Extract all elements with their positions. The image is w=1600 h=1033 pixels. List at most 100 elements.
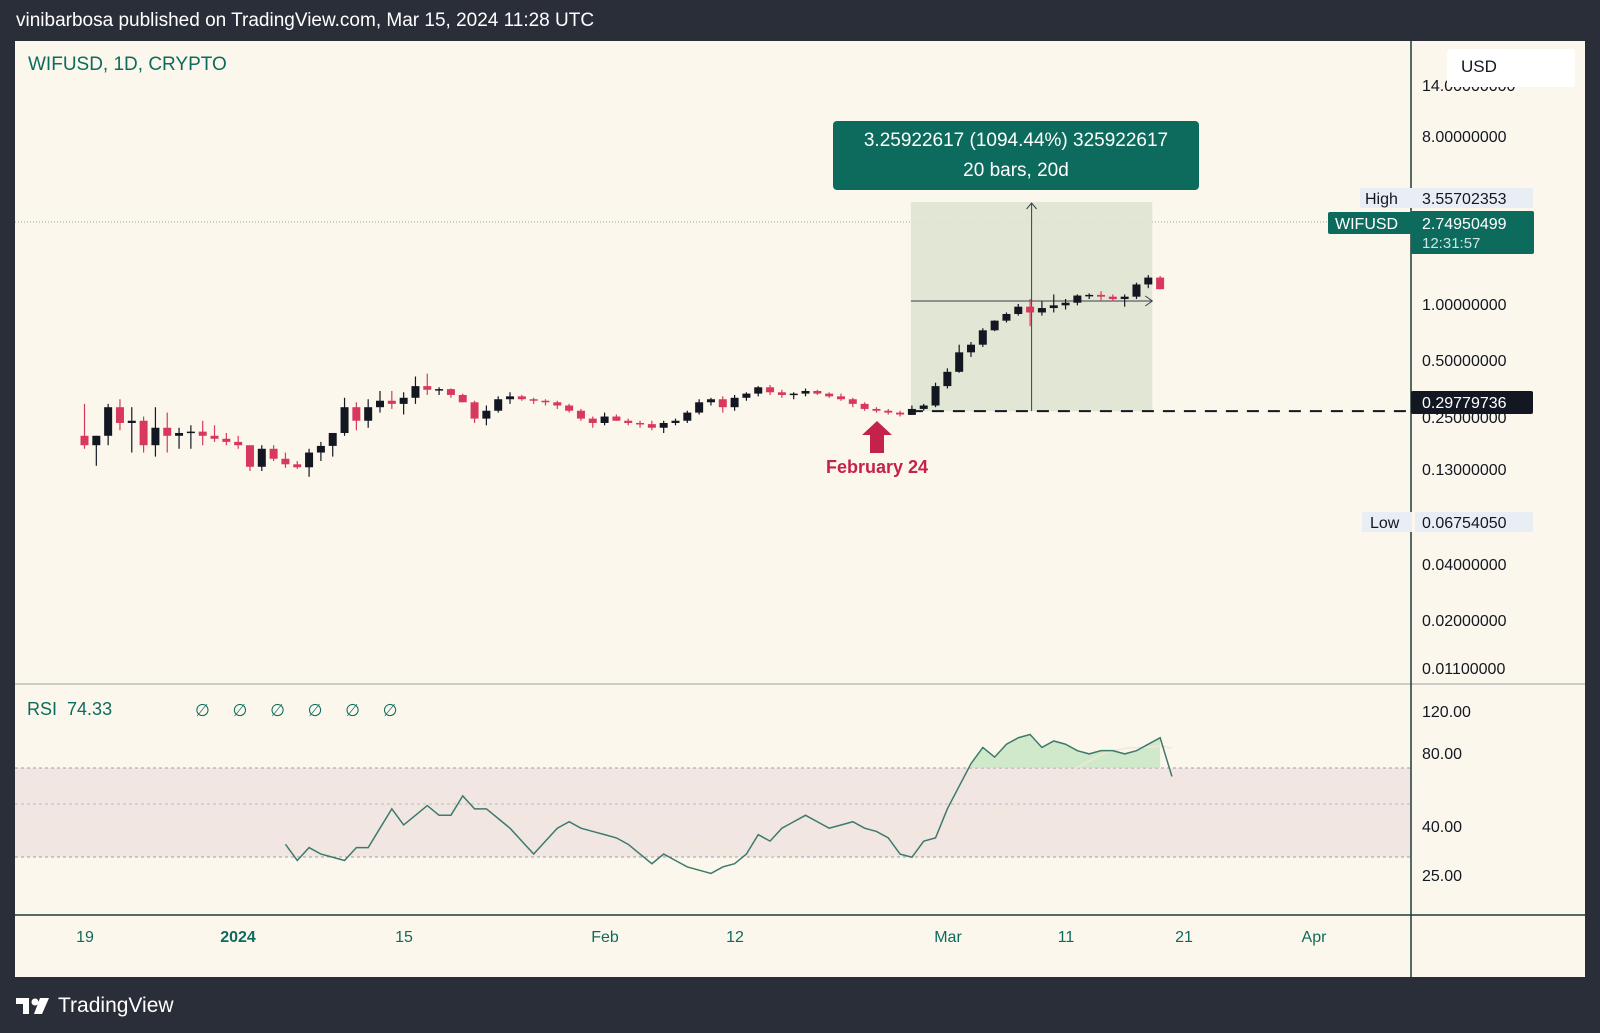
candle-body	[1073, 295, 1082, 303]
high-value-bg	[1415, 188, 1533, 208]
candle-body	[706, 399, 715, 403]
candle-body	[186, 431, 195, 434]
candle-body	[588, 418, 597, 423]
chart-title: WIFUSD, 1D, CRYPTO	[28, 54, 227, 75]
candle-body	[801, 390, 810, 394]
rsi-layer	[284, 733, 1173, 875]
time-tick-label: 21	[1175, 929, 1193, 946]
tradingview-logo-icon	[16, 998, 49, 1014]
candle-body	[1002, 314, 1011, 321]
last-price: 2.74950499	[1422, 216, 1507, 233]
candle-body	[813, 390, 822, 394]
candle-body	[718, 399, 727, 408]
measure-tooltip: 3.25922617 (1094.44%) 325922617 20 bars,…	[833, 121, 1199, 190]
candle-body	[872, 408, 881, 411]
candle-body	[576, 410, 585, 419]
candle-body	[352, 407, 361, 421]
candle-body	[848, 399, 857, 404]
candle-body	[754, 387, 763, 394]
candle-body	[376, 400, 384, 408]
candle-body	[907, 408, 916, 415]
countdown: 12:31:57	[1422, 235, 1480, 252]
candle-body	[1097, 294, 1106, 297]
candle-body	[139, 420, 148, 446]
candle-body	[281, 458, 290, 465]
level-value: 0.29779736	[1422, 395, 1507, 412]
candle-body	[683, 412, 692, 421]
time-tick-label: 15	[395, 929, 413, 946]
candle-body	[316, 445, 325, 453]
candle-body	[269, 448, 278, 459]
candle-body	[955, 352, 964, 372]
candle-body	[990, 320, 999, 331]
candle-body	[1132, 284, 1141, 297]
candle-body	[1120, 296, 1129, 300]
candle-body	[671, 420, 680, 423]
candle-body	[978, 330, 987, 345]
candle-body	[435, 389, 444, 391]
price-tick-label: 0.01100000	[1422, 661, 1505, 678]
candle-body	[127, 420, 136, 423]
candle-body	[494, 399, 503, 411]
rsi-ma-line	[285, 745, 1173, 857]
high-label: High	[1365, 191, 1398, 208]
candle-body	[328, 432, 337, 446]
candle-body	[446, 389, 455, 395]
time-tick-label: Mar	[934, 929, 962, 946]
rsi-tick-label: 120.00	[1422, 704, 1471, 721]
candle-body	[210, 435, 219, 439]
last-symbol-bg	[1328, 212, 1413, 234]
candle-body	[541, 400, 550, 403]
candle-body	[1085, 294, 1094, 297]
price-tick-label: 0.50000000	[1422, 353, 1507, 370]
candle-body	[163, 427, 172, 436]
candle-body	[80, 435, 89, 446]
rsi-overbought-fill	[971, 734, 1161, 768]
high-value: 3.55702353	[1422, 191, 1507, 208]
candle-body	[943, 371, 952, 387]
last-symbol: WIFUSD	[1335, 216, 1398, 233]
footer-brand: TradingView	[16, 994, 174, 1018]
candle-body	[257, 448, 266, 467]
candle-body	[1061, 302, 1070, 306]
candle-body	[636, 422, 645, 425]
candle-body	[175, 432, 184, 436]
price-tick-label: 0.02000000	[1422, 613, 1507, 630]
candle-body	[222, 438, 231, 442]
rsi-label: RSI	[27, 699, 58, 719]
candle-body	[919, 405, 928, 409]
time-tick-label: 2024	[220, 929, 256, 946]
candle-body	[931, 386, 940, 406]
range-vertical-arrowhead	[1026, 202, 1037, 210]
candle-body	[825, 393, 834, 397]
candle-body	[399, 397, 408, 404]
measure-line-2: 20 bars, 20d	[963, 160, 1069, 181]
currency-button[interactable]: USD	[1447, 49, 1575, 87]
rsi-value: 74.33	[67, 699, 113, 719]
chart-svg[interactable]: 14.000000008.000000001.000000000.5000000…	[15, 41, 1585, 977]
candle-body	[364, 407, 373, 421]
candle-body	[659, 422, 668, 428]
time-tick-label: 12	[726, 929, 744, 946]
candle-body	[565, 405, 574, 411]
candle-body	[612, 416, 621, 421]
candles-layer	[80, 275, 1165, 477]
candle-body	[967, 344, 975, 353]
candle-body	[340, 407, 349, 433]
candle-body	[458, 394, 467, 403]
candle-body	[1049, 305, 1058, 309]
price-tick-label: 0.25000000	[1422, 410, 1507, 427]
annotation-label: February 24	[826, 457, 928, 477]
candle-body	[151, 427, 160, 446]
candle-body	[695, 402, 704, 413]
candle-body	[624, 420, 633, 423]
candle-body	[647, 424, 656, 428]
level-tag-bg	[1411, 391, 1533, 414]
rsi-settings-icons[interactable]: ∅ ∅ ∅ ∅ ∅ ∅	[195, 701, 407, 720]
rsi-band	[15, 768, 1411, 857]
chart-panel[interactable]: 14.000000008.000000001.000000000.5000000…	[15, 41, 1585, 977]
candle-body	[1156, 277, 1165, 290]
candle-body	[529, 399, 538, 401]
candle-body	[104, 407, 113, 436]
brand-name: TradingView	[58, 994, 174, 1017]
